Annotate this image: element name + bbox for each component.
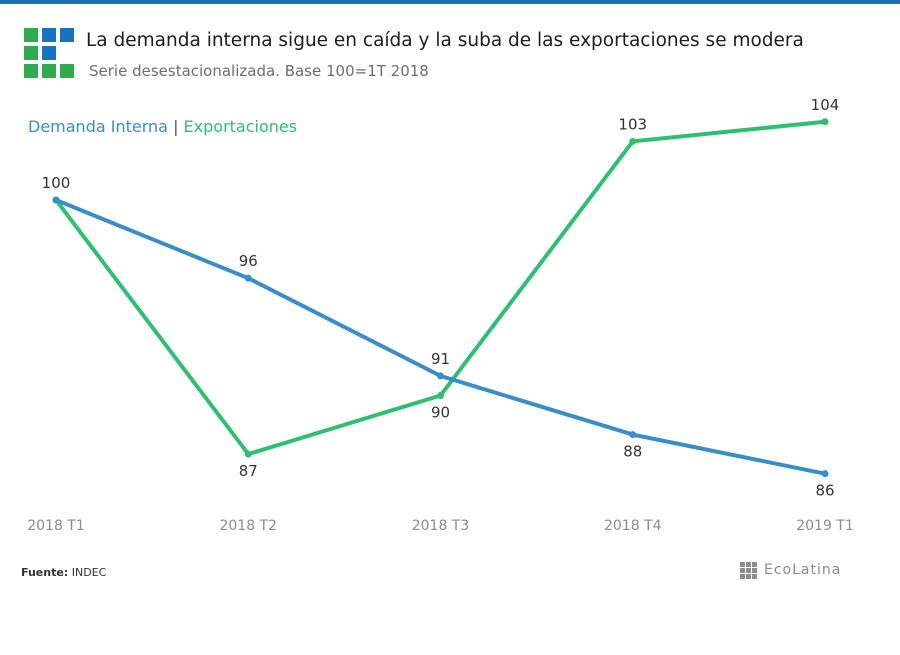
data-point-exportaciones [244,450,252,458]
top-accent-bar [0,0,900,4]
x-tick-label: 2018 T3 [412,518,470,534]
data-point-demanda-interna [244,274,252,282]
x-tick-label: 2019 T1 [796,518,854,534]
chart-title: La demanda interna sigue en caída y la s… [86,30,804,51]
data-label-exportaciones: 104 [811,96,840,114]
data-point-demanda-interna [821,470,829,478]
data-label-demanda-interna: 96 [239,252,258,270]
data-label-exportaciones: 90 [431,403,450,421]
data-point-demanda-interna [437,372,444,380]
logo-icon [24,28,76,80]
data-point-exportaciones [629,137,637,145]
data-point-demanda-interna [52,196,60,204]
legend-exportaciones: Exportaciones [183,117,298,136]
data-label-exportaciones: 103 [618,115,647,133]
chart-subtitle: Serie desestacionalizada. Base 100=1T 20… [89,62,429,80]
source-label: Fuente: [21,566,69,579]
brand-name: EcoLatina [764,562,842,578]
legend-demanda-interna: Demanda Interna [28,117,168,136]
data-point-exportaciones [821,118,829,126]
data-label-exportaciones: 87 [239,462,258,480]
data-point-exportaciones [437,391,444,399]
data-label-demanda-interna: 91 [431,350,450,368]
data-label-demanda-interna: 86 [815,482,834,500]
series-line-demanda-interna [54,198,827,476]
legend-separator: | [173,117,179,136]
data-point-demanda-interna [629,431,637,439]
x-tick-label: 2018 T2 [219,518,277,534]
brand-grid-icon [740,562,758,580]
source-value: INDEC [71,566,107,579]
data-label-demanda-interna: 100 [42,174,71,192]
source-note: Fuente: INDEC [21,566,106,579]
x-tick-label: 2018 T1 [27,518,85,534]
chart-legend: Demanda Interna | Exportaciones [28,117,297,136]
x-tick-label: 2018 T4 [604,518,662,534]
data-label-demanda-interna: 88 [623,443,642,461]
